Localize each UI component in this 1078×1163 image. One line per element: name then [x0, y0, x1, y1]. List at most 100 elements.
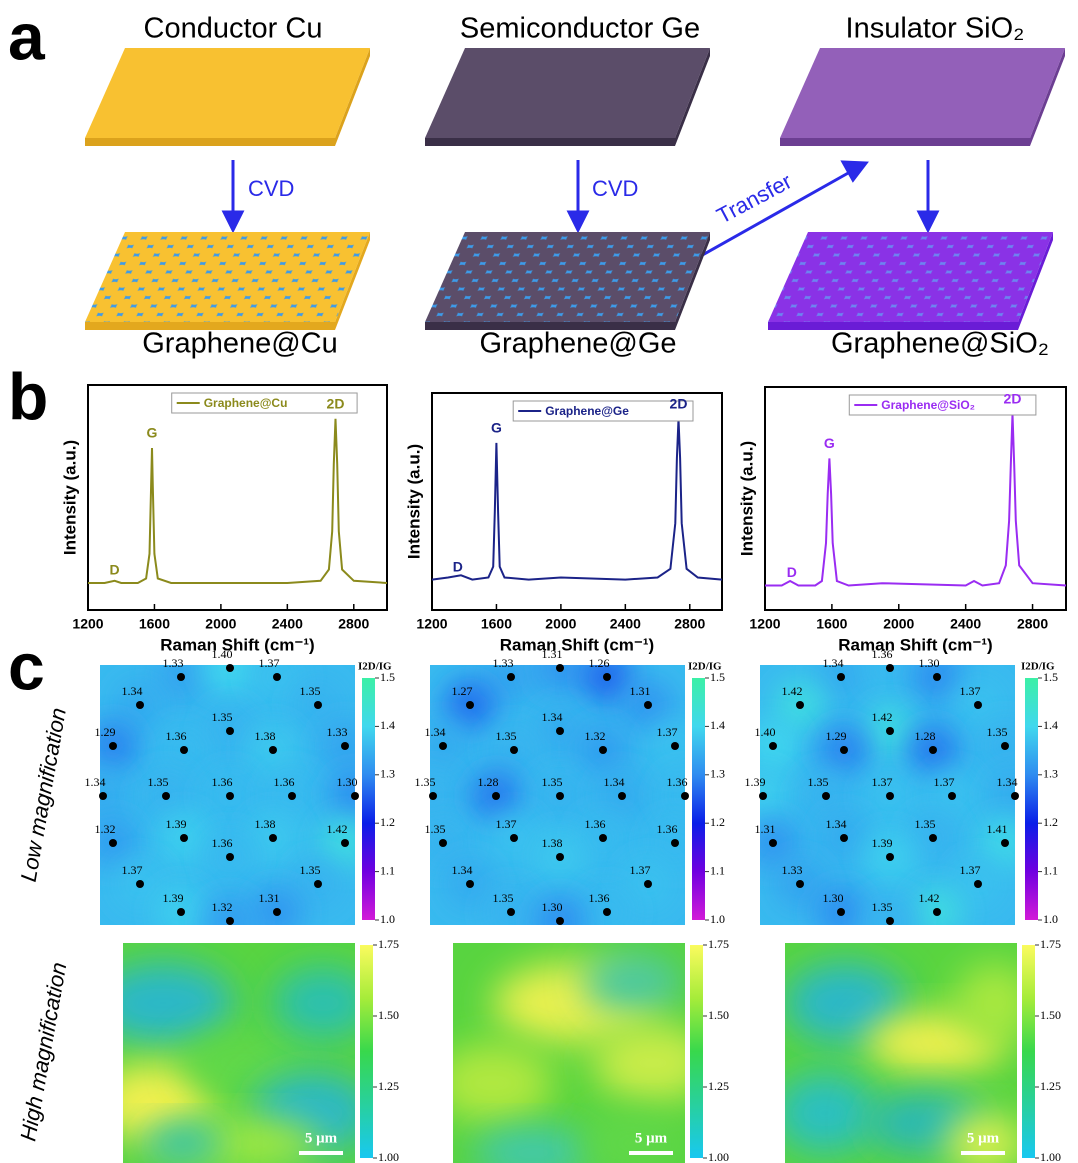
row-label: High magnification	[15, 960, 71, 1143]
measure-dot	[180, 746, 188, 754]
x-tick-label: 1600	[816, 616, 847, 632]
measure-dot	[1011, 792, 1019, 800]
measure-dot	[273, 673, 281, 681]
plate-top	[85, 232, 370, 322]
plot-frame	[88, 385, 387, 610]
x-tick-label: 2800	[338, 616, 369, 632]
chart-title: Graphene@Cu	[142, 328, 338, 360]
legend-label: Graphene@SiO₂	[881, 398, 975, 412]
value-label: 1.33	[493, 656, 514, 670]
measure-dot	[109, 742, 117, 750]
x-tick-label: 2000	[205, 616, 236, 632]
x-tick-label: 1200	[72, 616, 103, 632]
value-label: 1.28	[478, 775, 499, 789]
value-label: 1.34	[823, 656, 844, 670]
measure-dot	[1001, 742, 1009, 750]
value-label: 1.34	[452, 863, 473, 877]
measure-dot	[618, 792, 626, 800]
colorbar-label: 1.1	[1043, 863, 1058, 877]
x-tick-label: 2400	[610, 616, 641, 632]
row-label: Low magnification	[16, 706, 71, 884]
heat-blob	[93, 963, 233, 1043]
measure-dot	[180, 834, 188, 842]
colorbar-label: 1.3	[380, 767, 395, 781]
colorbar-label: 1.0	[380, 912, 395, 926]
measure-dot	[759, 792, 767, 800]
colorbar-label: 1.0	[1043, 912, 1058, 926]
colorbar-label: 1.50	[1040, 1008, 1061, 1022]
plate-top	[425, 48, 710, 138]
value-label: 1.37	[872, 775, 893, 789]
measure-dot	[599, 746, 607, 754]
heat-blob	[433, 1043, 553, 1123]
value-label: 1.26	[589, 656, 610, 670]
measure-dot	[507, 908, 515, 916]
measure-dot	[177, 673, 185, 681]
x-axis-label: Raman Shift (cm⁻¹)	[500, 635, 654, 654]
measure-dot	[510, 746, 518, 754]
colorbar-label: 1.0	[710, 912, 725, 926]
measure-dot	[796, 701, 804, 709]
value-label: 1.39	[163, 891, 184, 905]
scale-bar-label: 5 μm	[967, 1130, 1000, 1146]
plate-front	[85, 138, 335, 146]
value-label: 1.37	[960, 863, 981, 877]
x-tick-label: 2400	[272, 616, 303, 632]
colorbar-label: 1.50	[378, 1008, 399, 1022]
colorbar	[1025, 678, 1038, 920]
colorbar-label: 1.5	[1043, 670, 1058, 684]
measure-dot	[466, 880, 474, 888]
substrate-title: Semiconductor Ge	[460, 13, 700, 45]
colorbar-label: 1.25	[708, 1079, 729, 1093]
value-label: 1.33	[782, 863, 803, 877]
measure-dot	[273, 908, 281, 916]
arrow-label: CVD	[248, 176, 294, 201]
scale-bar-label: 5 μm	[305, 1130, 338, 1146]
value-label: 1.35	[808, 775, 829, 789]
value-label: 1.38	[255, 817, 276, 831]
measure-dot	[226, 727, 234, 735]
measure-dot	[840, 834, 848, 842]
colorbar-label: 1.00	[378, 1150, 399, 1163]
colorbar-label: 1.4	[380, 718, 395, 732]
value-label: 1.35	[415, 775, 436, 789]
measure-dot	[556, 792, 564, 800]
scale-bar-label: 5 μm	[635, 1130, 668, 1146]
measure-dot	[556, 727, 564, 735]
value-label: 1.31	[542, 647, 563, 661]
measure-dot	[439, 742, 447, 750]
peak-label: 2D	[1004, 390, 1022, 406]
measure-dot	[681, 792, 689, 800]
value-label: 1.39	[872, 836, 893, 850]
value-label: 1.37	[960, 684, 981, 698]
measure-dot	[886, 792, 894, 800]
measure-dot	[177, 908, 185, 916]
measure-dot	[822, 792, 830, 800]
value-label: 1.36	[585, 817, 606, 831]
value-label: 1.33	[327, 725, 348, 739]
measure-dot	[136, 880, 144, 888]
measure-dot	[492, 792, 500, 800]
measure-dot	[314, 701, 322, 709]
value-label: 1.42	[782, 684, 803, 698]
value-label: 1.35	[496, 729, 517, 743]
value-label: 1.38	[255, 729, 276, 743]
heat-blob	[143, 1123, 223, 1163]
measure-dot	[603, 908, 611, 916]
value-label: 1.35	[987, 725, 1008, 739]
spectrum-line	[432, 419, 722, 580]
panel-letter: a	[8, 0, 46, 73]
colorbar-label: 1.25	[1040, 1079, 1061, 1093]
heat-blob	[273, 968, 373, 1038]
value-label: 1.42	[327, 822, 348, 836]
measure-dot	[439, 839, 447, 847]
measure-dot	[226, 917, 234, 925]
value-label: 1.36	[274, 775, 295, 789]
x-tick-label: 2800	[674, 616, 705, 632]
value-label: 1.39	[745, 775, 766, 789]
colorbar-label: 1.3	[710, 767, 725, 781]
value-label: 1.32	[95, 822, 116, 836]
measure-dot	[837, 908, 845, 916]
measure-dot	[314, 880, 322, 888]
value-label: 1.40	[212, 647, 233, 661]
